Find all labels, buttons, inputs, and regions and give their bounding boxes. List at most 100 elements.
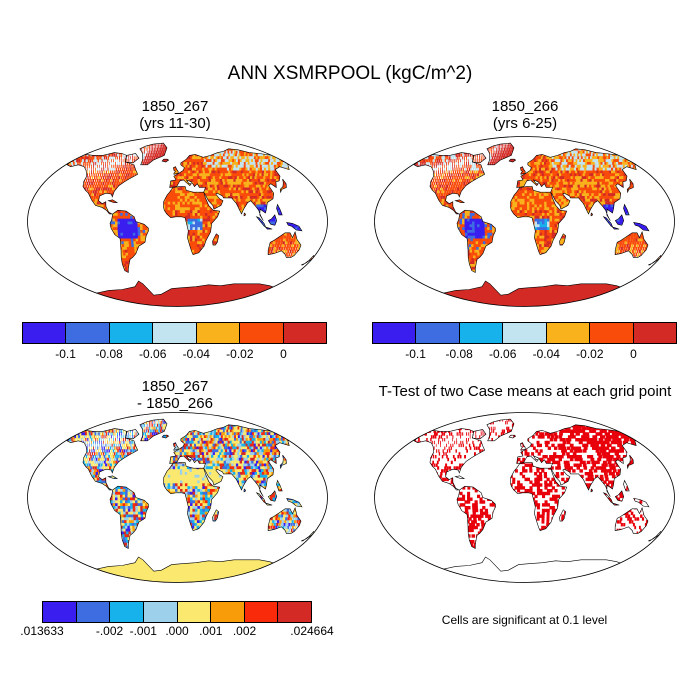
colorbar-swatch xyxy=(633,323,676,343)
colorbar-swatch xyxy=(143,602,178,622)
coastline-africa xyxy=(510,462,568,531)
coastline-japan xyxy=(279,178,287,194)
coastline-australia xyxy=(267,230,302,258)
coastline-eurasia xyxy=(516,148,642,221)
antarctica-region xyxy=(68,280,279,307)
main-title: ANN XSMRPOOL (kgC/m^2) xyxy=(227,63,473,84)
coastline-sumatra xyxy=(602,492,614,504)
coastline-sumatra xyxy=(255,216,267,228)
colorbar-panel-2 xyxy=(372,322,677,344)
ttest-note: Cells are significant at 0.1 level xyxy=(441,613,608,627)
coastline-britain xyxy=(173,166,179,175)
coastline-iceland xyxy=(161,158,170,163)
colorbar-swatch xyxy=(416,323,460,343)
colorbar-swatch xyxy=(23,323,67,343)
coastline-japan xyxy=(626,454,634,470)
colorbar-tick-label: -0.02 xyxy=(226,347,254,361)
coastline-borneo xyxy=(614,490,625,502)
coastline-greenland xyxy=(139,418,168,442)
coastline-cuba xyxy=(454,475,466,479)
coastline-britain xyxy=(173,442,179,451)
coastline-sriLanka xyxy=(243,488,247,493)
coastline-sriLanka xyxy=(590,212,594,217)
coastline-eurasia xyxy=(169,148,295,221)
colorbar-tick-label: -0.06 xyxy=(139,347,167,361)
coastline-southAmerica xyxy=(456,209,496,273)
colorbar-swatch xyxy=(76,602,111,622)
map-frame xyxy=(374,136,675,307)
coastline-sriLanka xyxy=(590,488,594,493)
map-panel-2 xyxy=(374,136,675,307)
coastline-cuba xyxy=(107,199,119,203)
map-frame xyxy=(27,412,328,583)
coastline-southAmerica xyxy=(109,209,149,273)
coastline-iceland xyxy=(508,434,517,439)
map-panel-1 xyxy=(27,136,328,307)
coastline-iceland xyxy=(508,158,517,163)
colorbar-tick-label: -0.1 xyxy=(55,347,76,361)
colorbar-tick-label: .001 xyxy=(199,624,223,638)
colorbar-tick-label: .024664 xyxy=(290,624,334,638)
colorbar-swatch xyxy=(153,323,197,343)
coastline-newguinea xyxy=(633,498,650,508)
colorbar-swatch xyxy=(211,602,245,622)
colorbar-tick-label: -0.06 xyxy=(489,347,517,361)
coastline-borneo xyxy=(267,214,278,226)
colorbar-swatch xyxy=(240,323,284,343)
coastline-cuba xyxy=(107,475,119,479)
colorbar-swatch xyxy=(546,323,591,343)
coastline-africa xyxy=(510,186,568,255)
coastline-southAmerica xyxy=(456,485,496,549)
coastline-greenland xyxy=(486,418,515,442)
panel-4-title: T-Test of two Case means at each grid po… xyxy=(350,383,700,400)
coastline-java xyxy=(611,226,620,230)
coastline-baffin xyxy=(125,429,140,440)
coastline-java xyxy=(264,502,273,506)
colorbar-tick-label: -.002 xyxy=(95,624,124,638)
coastline-borneo xyxy=(267,490,278,502)
coastline-newguinea xyxy=(286,222,303,232)
colorbar-panel-3 xyxy=(42,601,312,623)
coastline-britain xyxy=(520,442,526,451)
coastline-eurasia xyxy=(516,424,642,497)
panel-1-title: 1850_267 (yrs 11-30) xyxy=(25,98,325,132)
colorbar-tick-label: -0.02 xyxy=(576,347,604,361)
coastline-philippines xyxy=(623,203,630,216)
coastline-africa xyxy=(163,462,221,531)
colorbar-swatch xyxy=(278,602,311,622)
coastline-baffin xyxy=(472,153,487,164)
coastline-australia xyxy=(267,506,302,534)
colorbar-swatch xyxy=(503,323,547,343)
map-panel-4 xyxy=(374,412,675,583)
coastline-philippines xyxy=(276,479,283,492)
panel-2-title: 1850_266 (yrs 6-25) xyxy=(375,98,675,132)
coastline-eurasia xyxy=(169,424,295,497)
colorbar-swatch xyxy=(109,323,154,343)
coastline-baffin xyxy=(125,153,140,164)
antarctica-region xyxy=(415,280,626,307)
coastline-newguinea xyxy=(286,498,303,508)
coastline-japan xyxy=(279,454,287,470)
coastline-cuba xyxy=(454,199,466,203)
coastline-sumatra xyxy=(602,216,614,228)
colorbar-tick-label: .013633 xyxy=(20,624,64,638)
colorbar-swatch xyxy=(283,323,326,343)
antarctica-region xyxy=(415,556,626,583)
colorbar-swatch xyxy=(177,602,212,622)
panel-2-title-line2: (yrs 6-25) xyxy=(492,115,558,132)
coastline-australia xyxy=(614,230,649,258)
coastline-greenland xyxy=(139,142,168,166)
map-frame xyxy=(374,412,675,583)
colorbar-tick-label: -0.04 xyxy=(532,347,560,361)
colorbar-swatch xyxy=(66,323,110,343)
colorbar-tick-label: .002 xyxy=(232,624,257,638)
coastline-borneo xyxy=(614,214,625,226)
colorbar-swatch xyxy=(110,602,144,622)
coastline-northAmerica xyxy=(413,428,486,491)
coastline-japan xyxy=(626,178,634,194)
panel-4-title-line1: T-Test of two Case means at each grid po… xyxy=(378,383,672,400)
coastline-africa xyxy=(163,186,221,255)
coastline-greenland xyxy=(486,142,515,166)
map-panel-3 xyxy=(27,412,328,583)
coastline-southAmerica xyxy=(109,485,149,549)
